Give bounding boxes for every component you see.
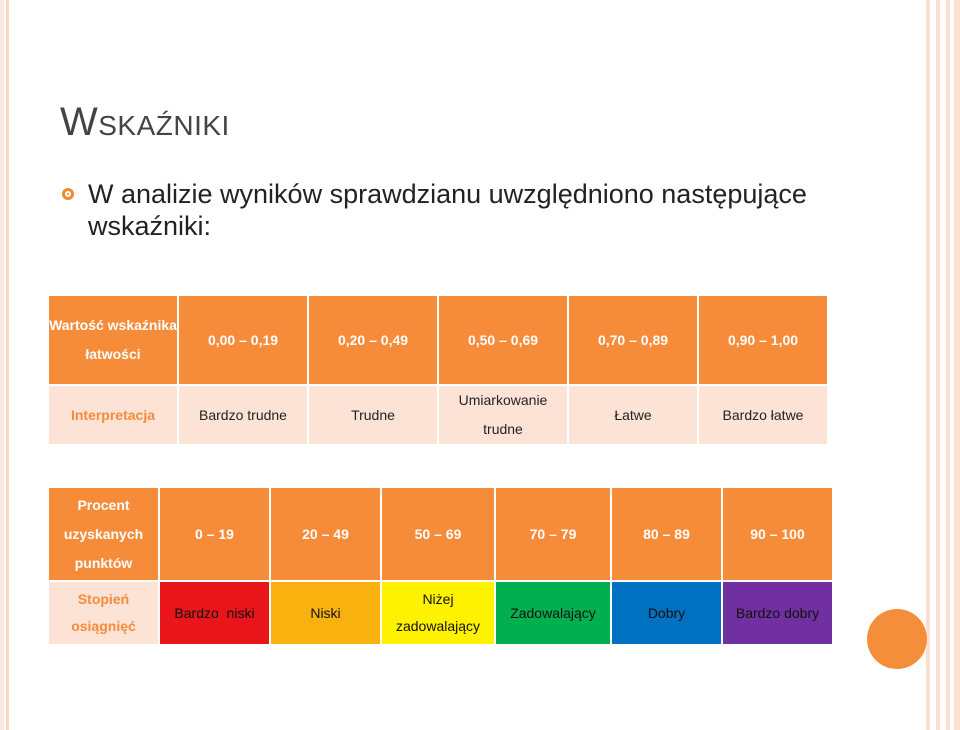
table-cell: 0,70 – 0,89: [569, 296, 697, 384]
table-cell: 0,00 – 0,19: [179, 296, 307, 384]
difficulty-index-table: Wartość wskaźnika łatwości 0,00 – 0,19 0…: [47, 294, 829, 446]
table-cell: Bardzo dobry: [723, 582, 832, 644]
row-label-difficulty-value: Wartość wskaźnika łatwości: [49, 296, 177, 384]
table-cell: Bardzo łatwe: [699, 386, 827, 444]
table-cell: 80 – 89: [612, 488, 721, 580]
table-cell: Trudne: [309, 386, 437, 444]
bullet-circle-icon: [62, 188, 74, 200]
table-cell: Niski: [271, 582, 380, 644]
row-label-achievement: Stopień osiągnięć: [49, 582, 158, 644]
table-cell: Dobry: [612, 582, 721, 644]
table-cell: 0 – 19: [160, 488, 269, 580]
table-cell: 70 – 79: [496, 488, 610, 580]
table-cell: 50 – 69: [382, 488, 494, 580]
row-label-points-percent: Procent uzyskanych punktów: [49, 488, 158, 580]
table-row: Procent uzyskanych punktów 0 – 19 20 – 4…: [49, 488, 832, 580]
table-cell: Bardzo trudne: [179, 386, 307, 444]
table-cell: 90 – 100: [723, 488, 832, 580]
bullet-point: W analizie wyników sprawdzianu uwzględni…: [62, 178, 822, 242]
table-row: Wartość wskaźnika łatwości 0,00 – 0,19 0…: [49, 296, 827, 384]
table-cell: Łatwe: [569, 386, 697, 444]
table-cell: Niżej zadowalający: [382, 582, 494, 644]
slide-title: Wskaźniki: [60, 100, 230, 144]
table-cell: Bardzo niski: [160, 582, 269, 644]
table-row: Stopień osiągnięć Bardzo niski Niski Niż…: [49, 582, 832, 644]
table-cell: Umiarkowanie trudne: [439, 386, 567, 444]
achievement-level-table: Procent uzyskanych punktów 0 – 19 20 – 4…: [47, 486, 834, 646]
table-cell: 0,90 – 1,00: [699, 296, 827, 384]
right-decorative-border: [926, 0, 960, 730]
table-cell: 20 – 49: [271, 488, 380, 580]
bullet-text: W analizie wyników sprawdzianu uwzględni…: [88, 179, 807, 241]
table-cell: Zadowalający: [496, 582, 610, 644]
row-label-interpretation: Interpretacja: [49, 386, 177, 444]
table-row: Interpretacja Bardzo trudne Trudne Umiar…: [49, 386, 827, 444]
table-cell: 0,20 – 0,49: [309, 296, 437, 384]
decorative-orange-circle: [867, 609, 927, 669]
left-decorative-border: [0, 0, 12, 730]
table-cell: 0,50 – 0,69: [439, 296, 567, 384]
